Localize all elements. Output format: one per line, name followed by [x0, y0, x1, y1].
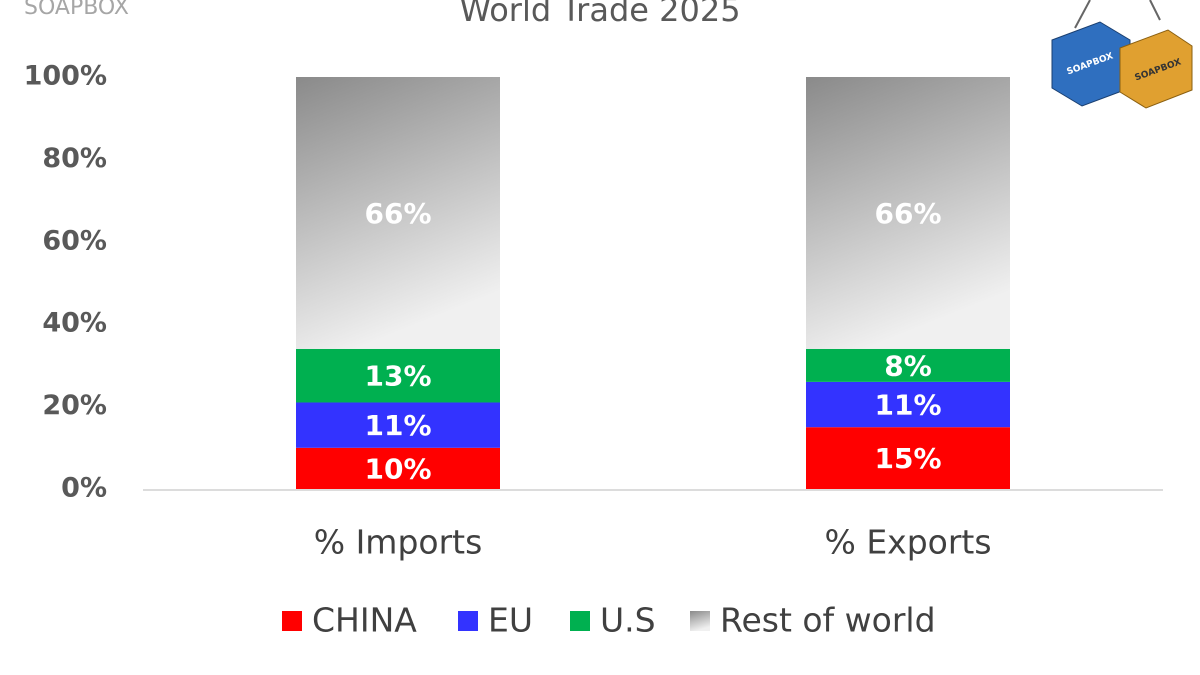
data-label: 8% [884, 349, 932, 382]
logo: SOAPBOX SOAPBOX [1051, 0, 1193, 109]
y-tick-label: 60% [42, 225, 107, 256]
legend-swatch [570, 611, 590, 631]
x-tick-label: % Exports [824, 523, 991, 562]
data-label: 11% [364, 409, 431, 442]
bar-segment [296, 447, 500, 489]
legend-swatch [690, 611, 710, 631]
logo-container-orange [1119, 29, 1193, 109]
brand-watermark: SOAPBOX [24, 0, 129, 20]
legend-label: CHINA [312, 601, 417, 640]
legend-label: U.S [600, 601, 656, 640]
y-tick-label: 80% [42, 143, 107, 174]
x-tick-label: % Imports [314, 523, 483, 562]
y-tick-label: 0% [61, 473, 107, 504]
data-label: 15% [874, 442, 941, 475]
y-tick-label: 100% [24, 61, 107, 92]
y-tick-label: 40% [42, 308, 107, 339]
bar-segment [296, 77, 500, 349]
legend-swatch [282, 611, 302, 631]
data-label: 66% [874, 197, 941, 230]
logo-cable [1074, 0, 1091, 29]
legend-label: EU [488, 601, 533, 640]
data-label: 11% [874, 389, 941, 422]
data-label: 13% [364, 360, 431, 393]
legend-swatch [458, 611, 478, 631]
bar-segment [296, 402, 500, 448]
chart-title: World Trade 2025 [459, 0, 740, 29]
bar-segment [296, 348, 500, 403]
data-label: 10% [364, 452, 431, 485]
bar-segment [806, 348, 1010, 382]
logo-cable [1149, 0, 1161, 21]
bar-segment [806, 427, 1010, 489]
legend-label: Rest of world [720, 601, 936, 640]
bar-segment [806, 381, 1010, 428]
bar-segment [806, 77, 1010, 349]
y-tick-label: 20% [42, 390, 107, 421]
data-label: 66% [364, 197, 431, 230]
